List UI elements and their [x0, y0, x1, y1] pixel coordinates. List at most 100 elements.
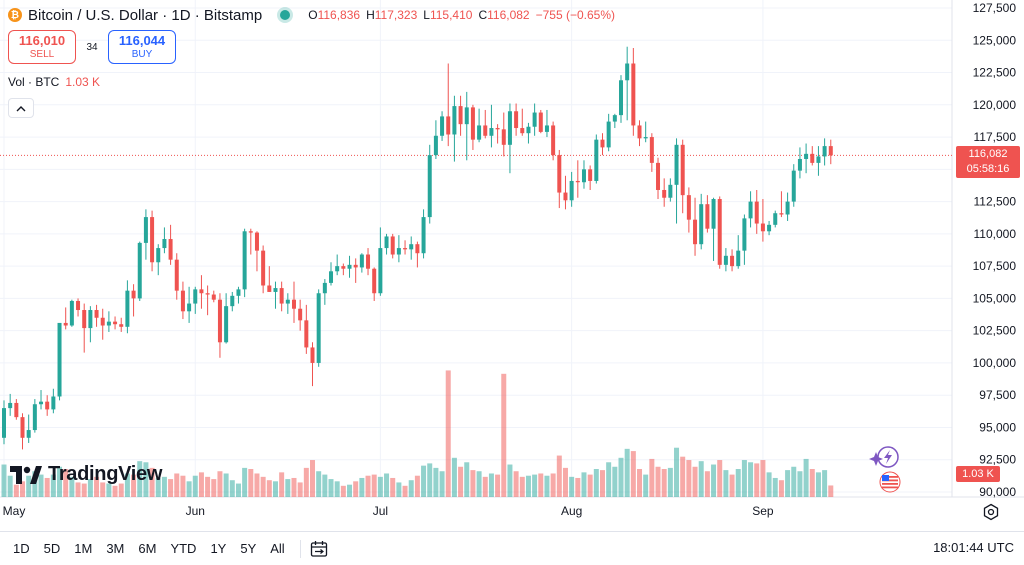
candle-body	[57, 322, 62, 397]
candle-body	[742, 218, 747, 251]
flag-stripe	[882, 483, 898, 485]
time-tick-label: Aug	[561, 504, 582, 518]
candle-body	[2, 408, 6, 438]
volume-bar	[353, 481, 359, 497]
bitcoin-icon: ₿	[8, 8, 22, 22]
price-tick-label: 100,000	[973, 356, 1017, 370]
gear-icon[interactable]	[982, 503, 1000, 521]
price-tick-label: 92,500	[979, 453, 1016, 467]
candle-body	[619, 80, 623, 116]
candle-body	[686, 195, 691, 220]
candle-body	[310, 347, 315, 363]
volume-bar	[279, 472, 285, 497]
volume-bar	[38, 474, 44, 497]
candle-body	[705, 204, 710, 229]
price-chart[interactable]: 90,000 92,500 95,000 97,500 100,000 102,500 10…	[0, 0, 1024, 531]
candle-body	[261, 250, 266, 286]
candle-body	[810, 153, 815, 163]
volume-bar	[235, 483, 241, 497]
volume-bar	[131, 474, 137, 497]
volume-bar	[488, 473, 494, 497]
candle-body	[526, 126, 531, 134]
volume-bar	[217, 471, 223, 497]
volume-bar	[587, 474, 593, 497]
candle-body	[329, 271, 334, 283]
timeframe-list: 1D 5D 1M 3M 6M YTD 1Y 5Y All	[0, 541, 292, 556]
volume-bar	[100, 482, 106, 497]
timeframe-ytd[interactable]: YTD	[170, 541, 197, 556]
volume-bar	[550, 473, 556, 497]
candle-body	[322, 282, 327, 294]
timeframe-6m[interactable]: 6M	[138, 541, 157, 556]
candle-body	[137, 242, 142, 299]
candle-body	[507, 111, 512, 145]
candle-body	[440, 116, 445, 136]
volume-bar	[674, 447, 680, 497]
calendar-range-icon[interactable]	[309, 539, 329, 559]
candle-body	[14, 402, 19, 418]
volume-bar	[371, 474, 377, 497]
volume-bar	[260, 476, 266, 497]
volume-bar	[322, 474, 328, 497]
volume-bar	[384, 473, 390, 497]
volume-bar	[414, 475, 420, 497]
timeframe-1y[interactable]: 1Y	[210, 541, 227, 556]
volume-bar	[661, 469, 667, 497]
volume-bar	[186, 481, 192, 497]
volume-bar	[94, 476, 100, 497]
high-value: 117,323	[374, 8, 418, 22]
last-volume-tag: 1.03 K	[956, 466, 1000, 482]
volume-bar	[803, 458, 809, 497]
candle-body	[236, 289, 241, 296]
volume-bar	[1, 464, 7, 497]
timeframe-3m[interactable]: 3M	[106, 541, 125, 556]
flag-stripe	[882, 476, 898, 478]
buy-button[interactable]: 116,044 BUY	[108, 30, 176, 64]
volume-bar	[272, 481, 278, 497]
timeframe-1m[interactable]: 1M	[74, 541, 93, 556]
volume-bar	[569, 476, 575, 497]
candle-body	[390, 236, 395, 255]
timeframe-1d[interactable]: 1D	[13, 541, 30, 556]
volume-bar	[32, 471, 38, 497]
candle-body	[760, 223, 765, 232]
candle-body	[168, 239, 173, 260]
utc-clock[interactable]: 18:01:44 UTC	[933, 540, 1014, 555]
candle-body	[119, 324, 124, 327]
timeframe-5d[interactable]: 5D	[43, 541, 61, 556]
volume-bar	[704, 471, 710, 497]
timeframe-all[interactable]: All	[270, 541, 285, 556]
volume-bar	[155, 477, 161, 497]
volume-bar	[630, 451, 636, 497]
volume-bar	[347, 484, 353, 497]
candle-body	[594, 139, 599, 181]
candle-body	[514, 111, 519, 129]
volume-bar	[7, 475, 13, 497]
volume-bar	[599, 470, 605, 497]
volume-bar	[519, 476, 525, 497]
close-label: C	[478, 8, 488, 22]
timeframe-5y[interactable]: 5Y	[240, 541, 257, 556]
candle-body	[822, 146, 827, 157]
volume-bar	[174, 473, 180, 497]
price-tick-label: 112,500	[974, 195, 1017, 209]
candle-body	[791, 170, 796, 202]
volume-legend[interactable]: Vol · BTC 1.03 K	[8, 75, 100, 89]
tradingview-logo[interactable]: TradingView	[10, 463, 162, 486]
volume-bar	[544, 475, 550, 497]
candle-body	[131, 290, 136, 299]
volume-bar	[377, 476, 383, 497]
volume-bar	[482, 476, 488, 497]
collapse-legend-button[interactable]	[8, 98, 34, 118]
candle-body	[45, 401, 50, 410]
volume-bar	[772, 477, 778, 497]
sell-button[interactable]: 116,010 SELL	[8, 30, 76, 64]
candle-body	[273, 288, 278, 292]
symbol-title[interactable]: Bitcoin / U.S. Dollar · 1D · Bitstamp	[28, 6, 263, 24]
volume-bar	[624, 448, 630, 497]
candle-body	[730, 255, 735, 267]
candle-body	[458, 106, 463, 125]
candle-body	[625, 63, 630, 81]
candle-body	[723, 255, 728, 265]
candle-body	[224, 306, 229, 343]
